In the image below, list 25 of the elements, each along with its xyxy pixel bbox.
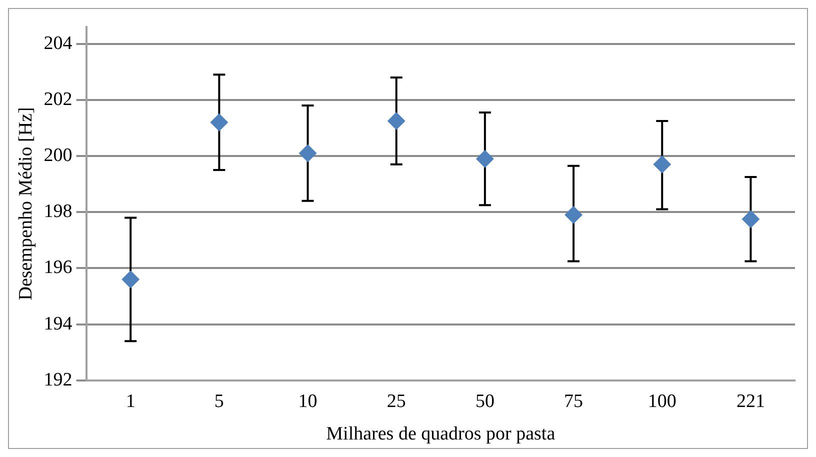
y-tick-label: 202: [44, 88, 72, 110]
x-tick-label: 10: [298, 390, 318, 412]
x-tick-label: 50: [475, 390, 494, 412]
point: [653, 155, 672, 174]
y-tick-label: 198: [44, 201, 72, 222]
x-tick-label: 25: [386, 390, 406, 412]
point: [742, 210, 760, 228]
x-tick-label: 1: [126, 390, 136, 412]
y-axis-title: Desempenho Médio [Hz]: [15, 107, 36, 300]
x-tick-label: 75: [564, 390, 584, 412]
y-tick-label: 192: [44, 369, 72, 390]
y-tick-label: 194: [44, 313, 73, 334]
y-tick-label: 204: [44, 32, 73, 54]
point: [476, 150, 494, 168]
x-tick-label: 100: [648, 390, 676, 412]
y-tick-label: 196: [44, 257, 72, 278]
y-tick-label: 200: [44, 145, 72, 166]
point: [122, 270, 140, 288]
x-axis-title: Milhares de quadros por pasta: [326, 424, 556, 445]
x-tick-label: 221: [736, 390, 765, 412]
point: [387, 112, 406, 130]
point: [210, 113, 228, 132]
point: [564, 206, 583, 224]
point: [298, 144, 317, 162]
x-tick-label: 5: [214, 390, 224, 412]
